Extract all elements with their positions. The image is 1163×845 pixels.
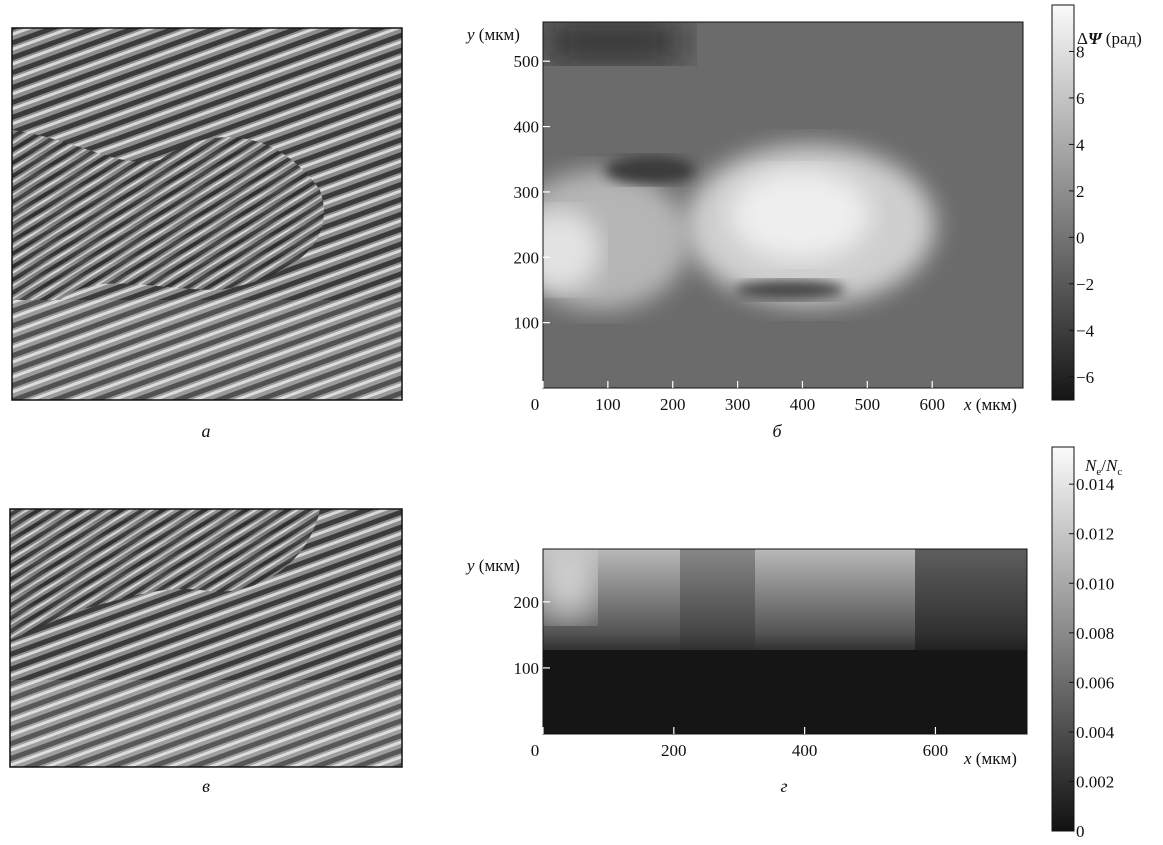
interferogram-a-frame <box>11 27 403 401</box>
x-tick-label: 500 <box>855 395 881 414</box>
x-tick-label: 200 <box>660 395 686 414</box>
colorbar-tick-label: 0.014 <box>1076 475 1115 494</box>
x-tick-label: 600 <box>923 741 949 760</box>
density-colorbar-label: Ne/Nc <box>1084 456 1122 478</box>
y-tick-label: 300 <box>514 183 540 202</box>
phase-heatmap <box>543 22 1023 388</box>
colorbar-tick-label: −2 <box>1076 275 1094 294</box>
phase-plot-frame <box>542 21 1024 389</box>
x-tick-label: 400 <box>792 741 818 760</box>
colorbar-tick-label: 0.002 <box>1076 772 1114 791</box>
phase-colorbar <box>1051 4 1075 401</box>
density-xlabel: x (мкм) <box>963 749 1017 768</box>
density-heatmap <box>543 549 1027 734</box>
colorbar-tick-label: 0.004 <box>1076 723 1115 742</box>
phase-colorbar-ticks: 8 6 4 2 0 −2 −4 −6 <box>1069 42 1095 387</box>
density-colorbar-ticks: 0.014 0.012 0.010 0.008 0.006 0.004 0.002 0 <box>1069 475 1115 841</box>
density-axes: 0 200 400 600 100 200 <box>514 593 949 760</box>
colorbar-tick-label: 0.012 <box>1076 525 1114 544</box>
caption-b: б <box>772 421 782 441</box>
interferogram-v-frame <box>9 508 403 768</box>
phase-colorbar-label: ΔΨ (рад) <box>1077 29 1142 48</box>
x-tick-label: 300 <box>725 395 751 414</box>
x-tick-label: 0 <box>531 741 540 760</box>
colorbar-tick-label: 0 <box>1076 228 1085 247</box>
colorbar-tick-label: 0 <box>1076 822 1085 841</box>
y-tick-label: 400 <box>514 118 540 137</box>
y-tick-label: 500 <box>514 52 540 71</box>
interferogram-v <box>10 509 402 767</box>
y-tick-label: 200 <box>514 593 540 612</box>
y-tick-label: 200 <box>514 248 540 267</box>
colorbar-tick-label: 6 <box>1076 89 1085 108</box>
x-tick-label: 0 <box>531 395 540 414</box>
phase-axes: 0 100 200 300 400 500 600 100 200 300 400 500 <box>514 52 945 414</box>
colorbar-tick-label: 4 <box>1076 135 1085 154</box>
colorbar-tick-label: 8 <box>1076 42 1085 61</box>
x-tick-label: 600 <box>919 395 945 414</box>
phase-xlabel: x (мкм) <box>963 395 1017 414</box>
caption-v: в <box>202 776 210 796</box>
y-tick-label: 100 <box>514 314 540 333</box>
caption-g: г <box>780 776 787 796</box>
density-ylabel: y (мкм) <box>465 556 520 575</box>
phase-ylabel: y (мкм) <box>465 25 520 44</box>
density-plot-frame <box>542 548 1028 735</box>
colorbar-tick-label: −6 <box>1076 368 1094 387</box>
colorbar-tick-label: 2 <box>1076 182 1085 201</box>
caption-a: а <box>202 421 211 441</box>
y-tick-label: 100 <box>514 659 540 678</box>
colorbar-tick-label: 0.010 <box>1076 574 1114 593</box>
density-colorbar <box>1051 446 1075 832</box>
colorbar-tick-label: −4 <box>1076 321 1095 340</box>
interferogram-a <box>12 28 402 400</box>
x-tick-label: 100 <box>595 395 621 414</box>
colorbar-tick-label: 0.006 <box>1076 673 1114 692</box>
x-tick-label: 400 <box>790 395 816 414</box>
colorbar-tick-label: 0.008 <box>1076 624 1114 643</box>
x-tick-label: 200 <box>661 741 687 760</box>
